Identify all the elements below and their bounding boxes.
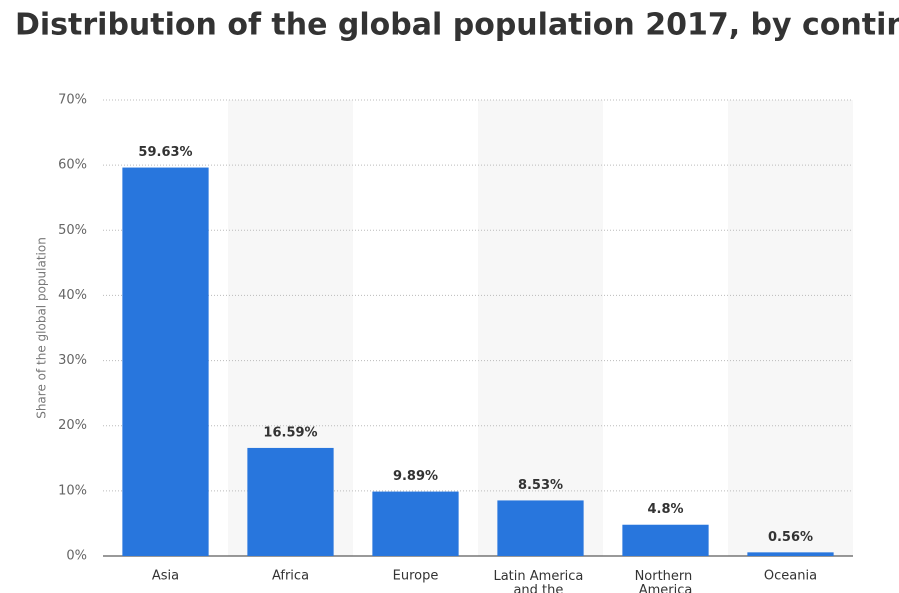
bar xyxy=(747,552,834,556)
y-tick-label: 40% xyxy=(58,288,87,303)
y-tick-label: 60% xyxy=(58,158,87,173)
band-layer xyxy=(228,100,853,556)
value-label: 0.56% xyxy=(768,530,813,545)
x-tick-label: Latin America and the Caribbean xyxy=(493,569,587,593)
y-tick-label: 30% xyxy=(58,353,87,368)
value-label: 8.53% xyxy=(518,478,563,493)
y-tick-label: 50% xyxy=(58,223,87,238)
bar xyxy=(497,500,584,556)
bar xyxy=(622,524,709,556)
y-axis-label: Share of the global population xyxy=(35,237,49,419)
value-label: 9.89% xyxy=(393,469,438,484)
bar xyxy=(122,167,209,556)
y-tick-label: 0% xyxy=(66,549,87,564)
band-shade xyxy=(478,100,603,556)
value-label: 59.63% xyxy=(138,145,192,160)
bar xyxy=(247,447,334,556)
band-shade xyxy=(728,100,853,556)
x-tick-label: Asia xyxy=(152,569,179,584)
value-label: 16.59% xyxy=(263,425,317,440)
x-tick-label: Northern America xyxy=(635,569,697,593)
y-tick-label: 70% xyxy=(58,93,87,108)
y-tick-label: 20% xyxy=(58,418,87,433)
x-tick-label: Africa xyxy=(272,569,309,584)
x-tick-label: Europe xyxy=(393,569,439,584)
bar xyxy=(372,491,459,556)
x-tick-label: Oceania xyxy=(764,569,817,584)
chart-title: Distribution of the global population 20… xyxy=(15,8,899,43)
y-tick-label: 10% xyxy=(58,483,87,498)
value-label: 4.8% xyxy=(647,502,683,517)
